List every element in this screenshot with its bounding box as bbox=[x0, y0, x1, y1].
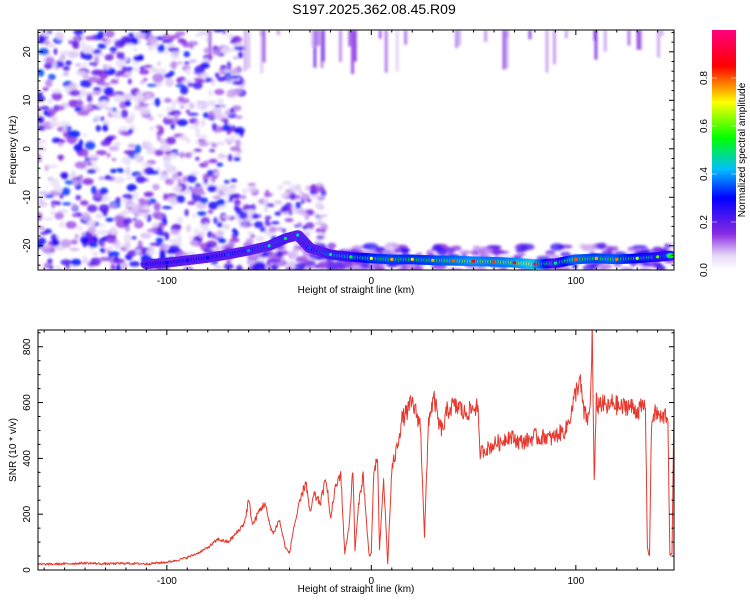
ridge-point bbox=[226, 252, 230, 257]
x-tick-label: -100 bbox=[157, 276, 177, 287]
heatmap-ridge bbox=[140, 230, 674, 270]
ridge-point bbox=[656, 255, 660, 259]
snr-frame bbox=[37, 329, 675, 571]
colorbar: 0.0 0.2 0.4 0.6 0.8 Normalized spectral ampl… bbox=[699, 30, 748, 277]
figure-title: S197.2025.362.08.45.R09 bbox=[292, 1, 456, 17]
ridge-point bbox=[410, 257, 414, 261]
y-tick-label: 400 bbox=[22, 450, 33, 467]
ridge-point bbox=[492, 260, 496, 264]
ridge-point bbox=[185, 258, 189, 262]
colorbar-tick-label: 0.8 bbox=[699, 71, 710, 85]
y-tick-label: 600 bbox=[22, 394, 33, 411]
spectrogram-x-ticks: -100 0 100 bbox=[43, 30, 659, 287]
y-tick-label: -20 bbox=[22, 238, 33, 253]
colorbar-tick-label: 0.4 bbox=[699, 167, 710, 181]
ridge-point bbox=[553, 261, 557, 265]
ridge-point bbox=[369, 256, 373, 260]
x-tick-label: -100 bbox=[157, 576, 177, 587]
snr-y-label: SNR (10 * v/v) bbox=[8, 418, 19, 482]
snr-panel: -100 0 100 0 200 400 600 800 Height of straigh… bbox=[8, 329, 675, 595]
ridge-point bbox=[206, 256, 210, 260]
ridge-point bbox=[512, 261, 517, 265]
ridge-point bbox=[267, 244, 271, 248]
spectrogram-y-label: Frequency (Hz) bbox=[8, 116, 19, 185]
ridge-point bbox=[165, 261, 169, 265]
colorbar-tick-label: 0.0 bbox=[699, 263, 710, 277]
ridge-point bbox=[431, 258, 435, 262]
heatmap-noise-speckles bbox=[38, 30, 674, 270]
y-tick-label: 10 bbox=[22, 94, 33, 106]
colorbar-tick-label: 0.2 bbox=[699, 215, 710, 229]
colorbar-tick-label: 0.6 bbox=[699, 119, 710, 133]
colorbar-gradient bbox=[712, 30, 736, 270]
ridge-point bbox=[144, 262, 148, 266]
y-tick-label: 0 bbox=[22, 567, 33, 573]
y-tick-label: 200 bbox=[22, 505, 33, 522]
ridge-point bbox=[574, 257, 578, 261]
snr-y-ticks: 0 200 400 600 800 bbox=[22, 332, 674, 573]
spectrogram-heatmap bbox=[38, 30, 674, 270]
snr-series-line bbox=[38, 330, 674, 566]
colorbar-ticks: 0.0 0.2 0.4 0.6 0.8 bbox=[699, 71, 736, 277]
x-tick-label: 0 bbox=[369, 276, 375, 287]
ridge-point bbox=[390, 257, 394, 261]
snr-plot-area bbox=[38, 330, 674, 570]
colorbar-label: Normalized spectral amplitude bbox=[737, 82, 748, 217]
y-tick-label: 800 bbox=[22, 338, 33, 355]
ridge-point bbox=[615, 257, 619, 261]
spectrogram-frame bbox=[37, 29, 675, 271]
ridge-point bbox=[328, 252, 333, 257]
snr-x-label: Height of straight line (km) bbox=[298, 584, 415, 595]
y-tick-label: -10 bbox=[22, 190, 33, 205]
spectrogram-x-label: Height of straight line (km) bbox=[298, 285, 415, 296]
ridge-point bbox=[308, 246, 312, 250]
ridge-point bbox=[635, 256, 639, 260]
ridge-point bbox=[247, 249, 251, 253]
ridge-point bbox=[349, 255, 353, 259]
spectrogram-y-ticks: -20 -10 0 10 20 bbox=[22, 31, 674, 266]
ridge-point bbox=[296, 233, 300, 237]
spectrogram-plot-area bbox=[38, 30, 674, 270]
y-tick-label: 0 bbox=[22, 146, 33, 152]
ridge-point bbox=[471, 259, 476, 263]
x-tick-label: 100 bbox=[567, 276, 584, 287]
snr-x-ticks: -100 0 100 bbox=[43, 330, 659, 587]
x-tick-label: 100 bbox=[567, 576, 584, 587]
ridge-point bbox=[451, 259, 455, 263]
y-tick-label: 20 bbox=[22, 46, 33, 58]
ridge-point bbox=[594, 256, 598, 260]
ridge-point bbox=[283, 236, 288, 241]
ridge-point bbox=[533, 262, 537, 266]
x-tick-label: 0 bbox=[369, 576, 375, 587]
